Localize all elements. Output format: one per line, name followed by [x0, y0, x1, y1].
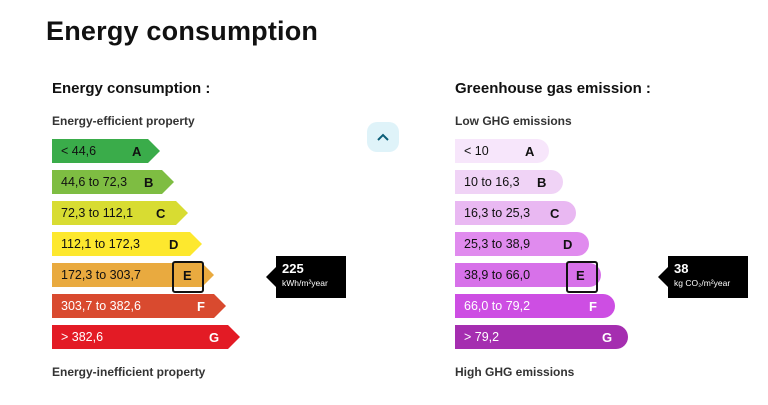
energy-row-c: 72,3 to 112,1 C — [52, 201, 188, 225]
energy-range-label: > 382,6 — [61, 330, 104, 344]
ghg-heading: Greenhouse gas emission : — [455, 80, 651, 97]
energy-top-caption: Energy-efficient property — [52, 114, 195, 128]
energy-row-d: 112,1 to 172,3 D — [52, 232, 202, 256]
ghg-class-letter: D — [563, 236, 573, 252]
ghg-range-label: 66,0 to 79,2 — [464, 299, 531, 313]
energy-row-f: 303,7 to 382,6 F — [52, 294, 226, 318]
ghg-row-g: > 79,2 G — [455, 325, 628, 349]
energy-bottom-caption: Energy-inefficient property — [52, 365, 206, 379]
ghg-row-a: < 10 A — [455, 139, 549, 163]
energy-range-label: 72,3 to 112,1 — [61, 206, 134, 220]
ghg-range-label: 10 to 16,3 — [464, 175, 520, 189]
ghg-class-letter: A — [525, 143, 535, 159]
ghg-row-b: 10 to 16,3 B — [455, 170, 563, 194]
ghg-range-label: < 10 — [464, 144, 489, 158]
energy-row-b: 44,6 to 72,3 B — [52, 170, 174, 194]
ghg-row-f: 66,0 to 79,2 F — [455, 294, 615, 318]
ghg-unit: kg CO₂/m²year — [674, 278, 731, 288]
ghg-range-label: 25,3 to 38,9 — [464, 237, 531, 251]
page-title: Energy consumption — [46, 16, 319, 46]
ghg-row-e: 38,9 to 66,0 E — [455, 263, 601, 287]
energy-class-letter: C — [156, 205, 166, 221]
ghg-class-letter: E — [576, 267, 585, 283]
energy-unit: kWh/m²year — [282, 278, 328, 288]
ghg-row-c: 16,3 to 25,3 C — [455, 201, 576, 225]
energy-heading: Energy consumption : — [52, 80, 211, 97]
ghg-range-label: 16,3 to 25,3 — [464, 206, 531, 220]
ghg-value-tag: 38 kg CO₂/m²year — [658, 256, 748, 298]
energy-range-label: 172,3 to 303,7 — [61, 268, 141, 282]
chevron-up-icon — [377, 133, 389, 141]
ghg-class-letter: B — [537, 174, 547, 190]
collapse-button[interactable] — [367, 122, 399, 152]
energy-class-letter: E — [183, 267, 192, 283]
energy-class-letter: D — [169, 236, 179, 252]
energy-class-letter: G — [209, 329, 220, 345]
ghg-class-letter: C — [550, 205, 560, 221]
ghg-top-caption: Low GHG emissions — [455, 114, 572, 128]
ghg-bottom-caption: High GHG emissions — [455, 365, 575, 379]
energy-row-e: 172,3 to 303,7 E — [52, 263, 214, 287]
energy-range-label: 303,7 to 382,6 — [61, 299, 141, 313]
energy-range-label: 44,6 to 72,3 — [61, 175, 128, 189]
ghg-row-d: 25,3 to 38,9 D — [455, 232, 589, 256]
energy-range-label: 112,1 to 172,3 — [61, 237, 141, 251]
ghg-class-letter: G — [602, 329, 613, 345]
energy-class-letter: F — [197, 298, 205, 314]
ghg-range-label: > 79,2 — [464, 330, 500, 344]
energy-range-label: < 44,6 — [61, 144, 97, 158]
ghg-value: 38 — [674, 261, 689, 276]
energy-row-g: > 382,6 G — [52, 325, 240, 349]
energy-selected-marker — [172, 261, 204, 293]
energy-class-letter: A — [132, 143, 142, 159]
ghg-class-letter: F — [589, 298, 597, 314]
energy-value-tag: 225 kWh/m²year — [266, 256, 346, 298]
energy-row-a: < 44,6 A — [52, 139, 160, 163]
ghg-range-label: 38,9 to 66,0 — [464, 268, 531, 282]
ghg-selected-marker — [566, 261, 598, 293]
energy-value: 225 — [282, 261, 304, 276]
energy-class-letter: B — [144, 174, 154, 190]
